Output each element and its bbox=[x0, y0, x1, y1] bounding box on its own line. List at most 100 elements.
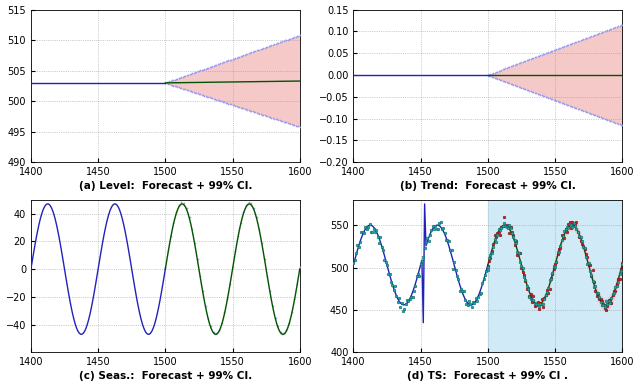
Point bbox=[540, 292, 550, 298]
Point bbox=[291, 34, 301, 40]
Point bbox=[184, 214, 195, 220]
Point bbox=[488, 244, 499, 250]
Point bbox=[293, 33, 303, 39]
Point bbox=[205, 94, 215, 101]
Point bbox=[598, 115, 609, 121]
Point bbox=[542, 50, 552, 56]
Point bbox=[426, 227, 436, 233]
Point bbox=[600, 116, 610, 122]
Point bbox=[502, 79, 512, 85]
Point bbox=[388, 288, 399, 294]
Point bbox=[385, 271, 395, 277]
Point bbox=[166, 78, 176, 84]
Point bbox=[578, 244, 588, 250]
Point bbox=[280, 38, 290, 44]
Point bbox=[463, 301, 473, 308]
Point bbox=[577, 107, 587, 113]
Point bbox=[567, 40, 577, 46]
Point bbox=[605, 118, 615, 124]
Point bbox=[180, 86, 191, 92]
Point bbox=[534, 91, 544, 97]
Bar bbox=[488, 200, 622, 353]
Point bbox=[614, 121, 625, 127]
Point bbox=[607, 291, 618, 297]
Point bbox=[210, 96, 220, 102]
Point bbox=[391, 293, 401, 299]
Point bbox=[163, 79, 173, 85]
Point bbox=[605, 26, 615, 33]
Point bbox=[497, 223, 508, 229]
Point bbox=[379, 257, 389, 263]
Point bbox=[572, 39, 582, 45]
Point bbox=[578, 243, 588, 249]
Point bbox=[493, 226, 504, 232]
Point bbox=[448, 266, 458, 272]
Point bbox=[179, 73, 189, 79]
Point bbox=[449, 259, 460, 265]
Point bbox=[249, 109, 259, 115]
Point bbox=[575, 238, 586, 244]
Point bbox=[424, 238, 434, 244]
Point bbox=[509, 82, 520, 88]
Point bbox=[503, 79, 513, 86]
Point bbox=[616, 267, 626, 274]
Point bbox=[548, 96, 559, 103]
Point bbox=[582, 35, 593, 41]
Point bbox=[543, 49, 554, 55]
Point bbox=[580, 251, 591, 257]
Point bbox=[221, 58, 231, 65]
Point bbox=[483, 264, 493, 270]
Point bbox=[512, 249, 522, 255]
Point bbox=[584, 260, 594, 266]
Point bbox=[268, 42, 278, 48]
Point bbox=[524, 293, 534, 299]
Point bbox=[370, 229, 380, 235]
Point bbox=[252, 47, 262, 53]
Point bbox=[531, 90, 541, 96]
Point bbox=[600, 28, 610, 34]
Point bbox=[276, 39, 286, 45]
Point bbox=[265, 288, 275, 295]
Point bbox=[518, 85, 528, 91]
Point bbox=[617, 261, 627, 267]
Point bbox=[242, 106, 252, 113]
Point bbox=[486, 74, 497, 80]
Point bbox=[276, 329, 286, 335]
Point bbox=[591, 293, 602, 299]
Point bbox=[572, 219, 582, 226]
Point bbox=[602, 116, 612, 123]
Point bbox=[558, 233, 568, 239]
Point bbox=[591, 290, 602, 296]
Point bbox=[245, 108, 255, 114]
Point bbox=[523, 286, 533, 292]
Point bbox=[371, 227, 381, 233]
Point bbox=[484, 255, 494, 261]
Point bbox=[590, 112, 600, 118]
Point bbox=[257, 111, 268, 118]
Point bbox=[170, 83, 180, 89]
Point bbox=[611, 288, 621, 295]
Point bbox=[584, 262, 594, 268]
Point bbox=[606, 295, 616, 301]
Point bbox=[220, 59, 230, 65]
Point bbox=[383, 271, 394, 277]
Point bbox=[562, 229, 572, 235]
X-axis label: (c) Seas.:  Forecast + 99% CI.: (c) Seas.: Forecast + 99% CI. bbox=[79, 372, 252, 382]
Point bbox=[356, 229, 367, 235]
Point bbox=[456, 286, 466, 292]
Point bbox=[500, 223, 510, 229]
Point bbox=[577, 238, 587, 244]
Point bbox=[511, 238, 521, 244]
Point bbox=[547, 48, 557, 54]
Point bbox=[246, 200, 257, 206]
Point bbox=[586, 33, 596, 39]
Point bbox=[397, 300, 407, 307]
Point bbox=[578, 108, 588, 114]
Point bbox=[252, 214, 262, 220]
Point bbox=[585, 34, 595, 40]
Point bbox=[604, 298, 614, 304]
Point bbox=[490, 232, 500, 238]
Point bbox=[168, 77, 179, 83]
Point bbox=[239, 106, 250, 112]
Point bbox=[359, 230, 369, 236]
